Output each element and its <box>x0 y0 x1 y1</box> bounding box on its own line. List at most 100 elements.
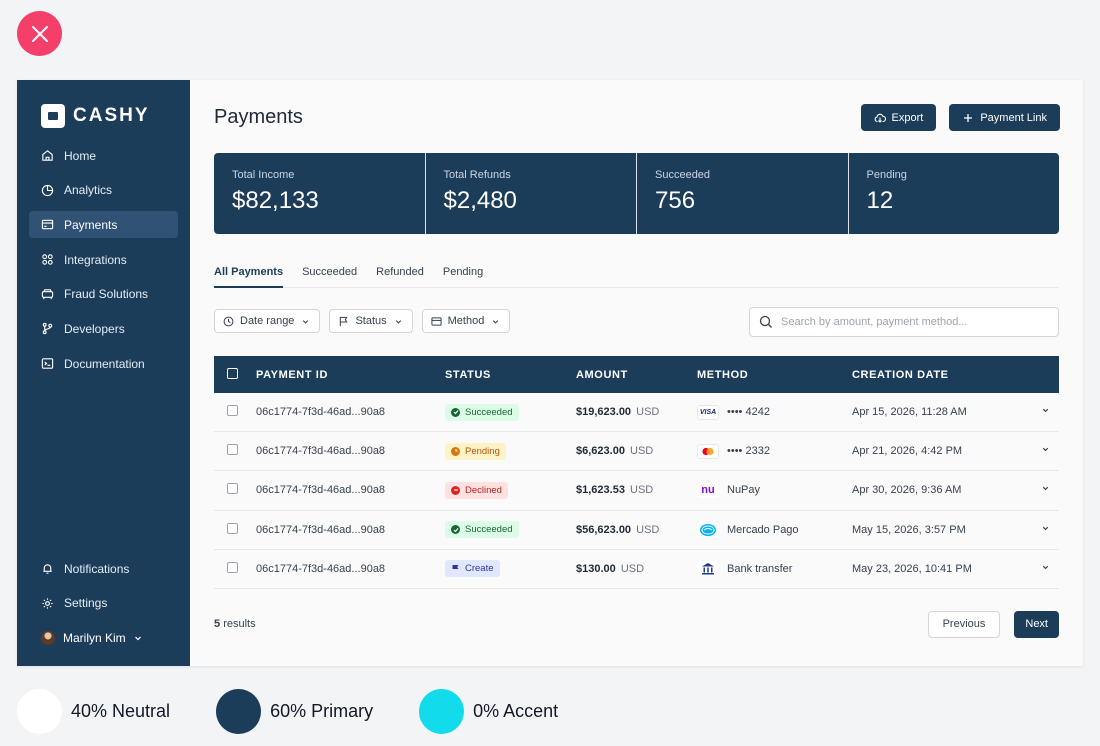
creation-date: Apr 15, 2026, 11:28 AM <box>852 406 967 419</box>
row-checkbox[interactable] <box>227 444 238 456</box>
method-label: •••• 2332 <box>727 445 770 458</box>
card-icon <box>431 316 442 326</box>
nupay-icon: nu <box>697 482 719 498</box>
stat-label: Total Income <box>232 169 295 181</box>
stats-panel: Total Income $82,133 Total Refunds $2,48… <box>214 153 1059 234</box>
expand-row-button[interactable] <box>1032 563 1059 575</box>
column-header[interactable]: CREATION DATE <box>852 368 949 381</box>
payment-id: 06c1774-7f3d-46ad...90a8 <box>256 523 386 536</box>
sidebar-item-fraud-solutions[interactable]: Fraud Solutions <box>29 281 178 308</box>
expand-row-button[interactable] <box>1032 445 1059 457</box>
brand-logo-icon <box>41 104 65 128</box>
table-row[interactable]: 06c1774-7f3d-46ad...90a8 Declined $1,623… <box>214 471 1059 511</box>
user-name: Marilyn Kim <box>63 630 126 645</box>
sidebar-item-label: Integrations <box>64 252 127 267</box>
column-header[interactable]: AMOUNT <box>576 368 628 381</box>
cloud-download-icon <box>874 113 886 123</box>
sidebar-item-documentation[interactable]: Documentation <box>29 350 178 377</box>
chevron-down-icon <box>493 319 499 324</box>
tab-pending[interactable]: Pending <box>442 266 484 278</box>
color-palette: 40% Neutral 60% Primary 0% Accent <box>17 689 604 734</box>
row-checkbox[interactable] <box>227 405 238 417</box>
flag-icon <box>340 316 349 326</box>
table-row[interactable]: 06c1774-7f3d-46ad...90a8 Pending $6,623.… <box>214 432 1059 472</box>
status-badge: Succeeded <box>445 403 519 421</box>
next-button[interactable]: Next <box>1014 610 1059 638</box>
chevron-down-icon <box>1042 526 1049 530</box>
amount-value: $56,623.00 <box>576 523 632 536</box>
chevron-down-icon <box>134 636 141 641</box>
branch-icon <box>42 323 53 335</box>
creation-date: Apr 21, 2026, 4:42 PM <box>852 445 963 458</box>
sidebar-item-settings[interactable]: Settings <box>29 590 178 617</box>
results-count: 5 results <box>214 618 256 630</box>
row-checkbox[interactable] <box>227 483 238 495</box>
status-label: Succeeded <box>465 406 513 418</box>
sidebar-item-label: Settings <box>64 596 108 611</box>
table-row[interactable]: 06c1774-7f3d-46ad...90a8 Succeeded $56,6… <box>214 510 1059 550</box>
tab-all-payments[interactable]: All Payments <box>214 266 284 288</box>
visa-icon: VISA <box>697 404 719 420</box>
column-header[interactable]: PAYMENT ID <box>256 368 329 381</box>
expand-row-button[interactable] <box>1032 484 1059 496</box>
sidebar-item-home[interactable]: Home <box>29 142 178 169</box>
brand[interactable]: CASHY <box>41 104 150 128</box>
sidebar-item-label: Notifications <box>64 561 130 576</box>
status-filter[interactable]: Status <box>329 309 413 333</box>
expand-row-button[interactable] <box>1032 524 1059 536</box>
status-label: Pending <box>465 445 500 457</box>
main-content: Payments Export Payment Link Total Incom… <box>190 80 1083 666</box>
filter-label: Method <box>447 315 485 327</box>
method-filter[interactable]: Method <box>421 309 511 333</box>
swatch-label: 40% Neutral <box>71 701 171 721</box>
grid-icon <box>42 254 53 265</box>
search-input[interactable] <box>781 316 1049 328</box>
currency: USD <box>630 445 654 458</box>
column-header[interactable]: METHOD <box>697 368 749 381</box>
amount-value: $1,623.53 <box>576 484 625 497</box>
sidebar-item-integrations[interactable]: Integrations <box>29 246 178 273</box>
card-icon <box>41 220 54 230</box>
stat-value: $2,480 <box>443 187 517 214</box>
user-menu[interactable]: Marilyn Kim <box>29 624 178 651</box>
stat-value: 756 <box>655 187 696 214</box>
column-header[interactable]: STATUS <box>445 368 491 381</box>
sidebar-bottom: Notifications Settings Marilyn Kim <box>29 555 178 651</box>
previous-button[interactable]: Previous <box>927 610 1001 638</box>
table-row[interactable]: 06c1774-7f3d-46ad...90a8 Create $130.00 … <box>214 549 1059 589</box>
currency: USD <box>630 484 654 497</box>
creation-date: May 23, 2026, 10:41 PM <box>852 562 972 575</box>
filter-label: Date range <box>240 315 295 327</box>
amount-value: $130.00 <box>576 562 616 575</box>
row-checkbox[interactable] <box>227 522 238 534</box>
close-button[interactable] <box>17 11 62 56</box>
status-label: Succeeded <box>465 524 513 536</box>
payment-tabs: All Payments Succeeded Refunded Pending <box>214 266 1059 288</box>
results-number: 5 <box>214 618 221 630</box>
currency: USD <box>636 406 660 419</box>
currency: USD <box>636 523 660 536</box>
close-icon <box>31 25 48 42</box>
select-all-checkbox[interactable] <box>227 367 238 379</box>
expand-row-button[interactable] <box>1032 406 1059 418</box>
check-circle-icon <box>451 525 460 535</box>
table-row[interactable]: 06c1774-7f3d-46ad...90a8 Succeeded $19,6… <box>214 393 1059 433</box>
sidebar-item-payments[interactable]: Payments <box>29 211 178 239</box>
row-checkbox[interactable] <box>227 561 238 573</box>
export-button[interactable]: Export <box>860 104 937 131</box>
sidebar-item-analytics[interactable]: Analytics <box>29 177 178 204</box>
chevron-down-icon <box>1042 487 1049 491</box>
sidebar-item-notifications[interactable]: Notifications <box>29 555 178 582</box>
top-actions: Export Payment Link <box>860 104 1060 131</box>
creation-date: Apr 30, 2026, 9:36 AM <box>852 484 962 497</box>
sidebar: CASHY Home Analytics Payments Integratio… <box>17 80 190 666</box>
payment-id: 06c1774-7f3d-46ad...90a8 <box>256 484 386 497</box>
date-range-filter[interactable]: Date range <box>214 309 321 333</box>
status-badge: Declined <box>445 481 508 499</box>
sidebar-item-developers[interactable]: Developers <box>29 315 178 342</box>
status-label: Create <box>465 563 494 575</box>
tab-succeeded[interactable]: Succeeded <box>302 266 358 278</box>
results-label: results <box>223 618 256 630</box>
payment-link-button[interactable]: Payment Link <box>949 104 1060 131</box>
tab-refunded[interactable]: Refunded <box>376 266 424 278</box>
